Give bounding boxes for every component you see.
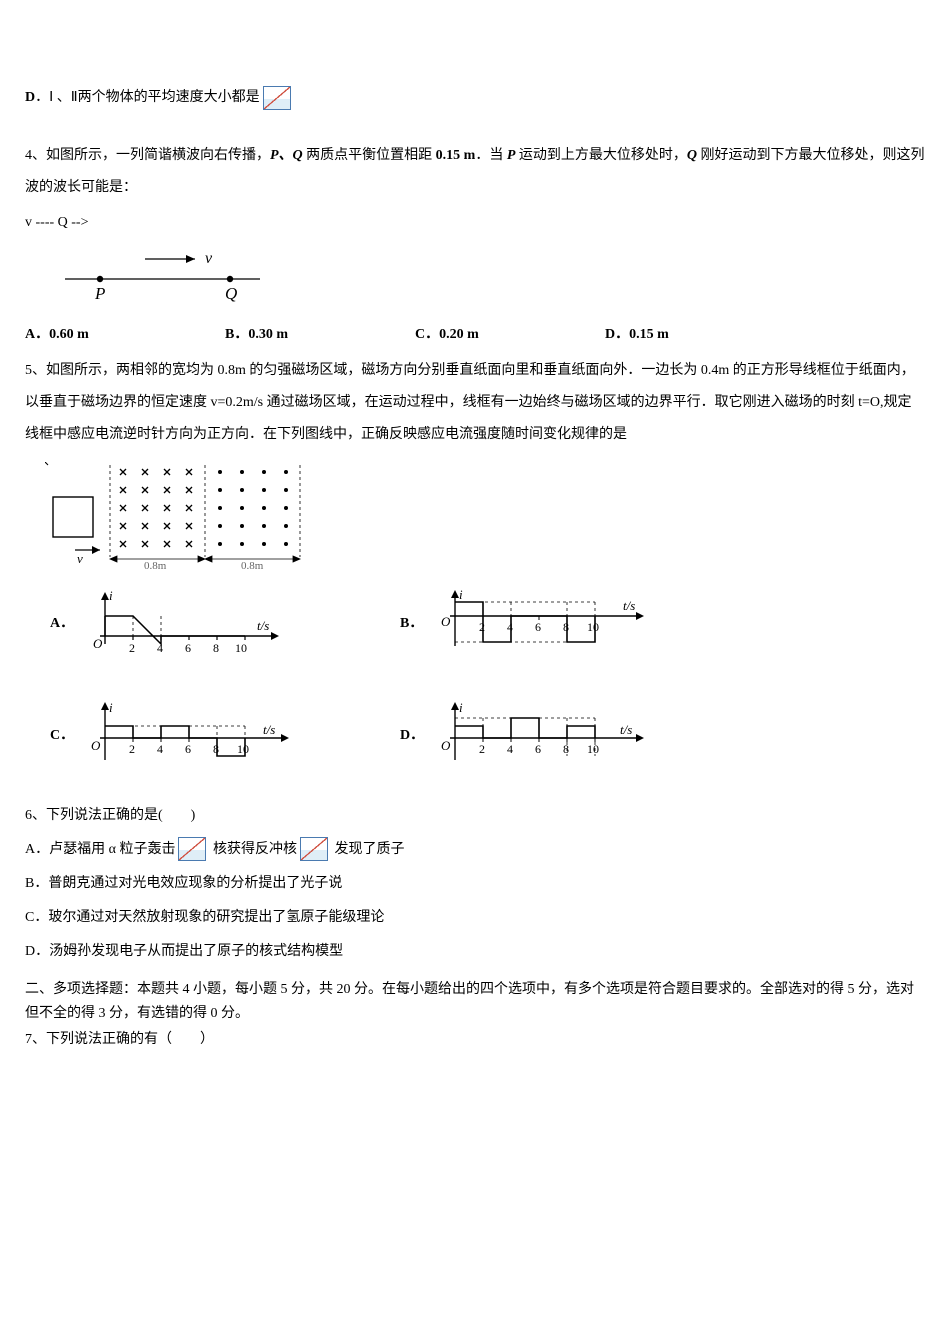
section2-head: 二、多项选择题：本题共 4 小题，每小题 5 分，共 20 分。在每小题给出的四… [25,978,925,1026]
q4-dist: 0.15 m [436,148,476,163]
q4-opt-d: D．0.15 m [605,319,795,351]
q5-dim-left: 0.8m [144,560,167,572]
q5-opt-a-label: A． [25,608,75,640]
q4-q-marker: Q [225,284,237,303]
svg-text:O: O [441,738,451,753]
svg-text:10: 10 [587,742,599,756]
q5-stem: 5、如图所示，两相邻的宽均为 0.8m 的匀强磁场区域，磁场方向分别垂直纸面向里… [25,355,925,452]
svg-text:i: i [109,588,113,603]
svg-text:6: 6 [535,742,541,756]
svg-text:2: 2 [129,742,135,756]
q4-options: A．0.60 m B．0.30 m C．0.20 m D．0.15 m [25,319,925,351]
svg-text:8: 8 [563,620,569,634]
svg-text:t/s: t/s [623,598,635,613]
q4-text-b: 两质点平衡位置相距 [303,148,436,163]
q3-d-label: D [25,90,35,105]
q5-opt-b-label: B． [375,608,425,640]
svg-text:6: 6 [185,641,191,655]
q4-pq: P、Q [270,148,303,163]
svg-text:t/s: t/s [620,722,632,737]
svg-text:t/s: t/s [257,618,269,633]
svg-text:t/s: t/s [263,722,275,737]
q6-a-pre: 卢瑟福用 α 粒子轰击 [49,842,175,857]
svg-text:O: O [91,738,101,753]
q4-p-marker: P [94,284,105,303]
svg-text:2: 2 [479,742,485,756]
q6-stem: 6、下列说法正确的是( ) [25,800,925,832]
q4-stem: 4、如图所示，一列简谐横波向右传播，P、Q 两质点平衡位置相距 0.15 m．当… [25,140,925,204]
q5-row-cd: C． i t/s O 2 4 6 8 10 [25,698,925,776]
q5-num: 5、 [25,363,46,378]
q5-opt-c-label: C． [25,720,75,752]
svg-text:10: 10 [235,641,247,655]
svg-text:8: 8 [213,641,219,655]
svg-text:4: 4 [157,742,163,756]
svg-text:i: i [459,700,463,715]
svg-text:i: i [459,587,463,602]
svg-text:i: i [109,700,113,715]
q4-v-label: v [205,250,213,267]
q3-d-text: ．Ⅰ 、Ⅱ两个物体的平均速度大小都是 [35,90,260,105]
q5-dim-right: 0.8m [241,560,264,572]
broken-image-icon [178,837,206,861]
svg-text:10: 10 [237,742,249,756]
svg-text:4: 4 [507,742,513,756]
svg-text:6: 6 [185,742,191,756]
svg-text:O: O [93,636,103,651]
q3-option-d: D．Ⅰ 、Ⅱ两个物体的平均速度大小都是 [25,82,925,114]
q4-opt-a: A．0.60 m [25,319,225,351]
q6-stem-text: 下列说法正确的是( ) [46,808,195,823]
q4-text-c: ．当 [475,148,507,163]
svg-text:6: 6 [535,620,541,634]
q5-graph-a: i t/s O 2 4 6 8 10 [75,586,285,664]
q5-text: 如图所示，两相邻的宽均为 0.8m 的匀强磁场区域，磁场方向分别垂直纸面向里和垂… [25,363,915,442]
q4-text-a: 如图所示，一列简谐横波向右传播， [46,148,270,163]
q5-graph-b: i t/s O 2 4 6 8 10 [425,586,655,664]
q6-a-label: A． [25,842,49,857]
q4-opt-c: C．0.20 m [415,319,605,351]
q6-opt-d: D．汤姆孙发现电子从而提出了原子的核式结构模型 [25,936,925,968]
q6-a-mid: 核获得反冲核 [209,842,297,857]
q4-opt-b: B．0.30 m [225,319,415,351]
svg-text:2: 2 [129,641,135,655]
q5-graph-d: i t/s O 2 4 6 8 10 [425,698,655,776]
broken-image-icon [263,86,291,110]
svg-text:10: 10 [587,620,599,634]
q5-opt-d-label: D． [375,720,425,752]
svg-text:4: 4 [507,620,513,634]
q6-a-post: 发现了质子 [331,842,405,857]
q7-stem: 7、下列说法正确的有（ ） [25,1028,925,1052]
q6-opt-a: A．卢瑟福用 α 粒子轰击 核获得反冲核 发现了质子 [25,834,925,866]
q5-field-figure: v [45,462,925,572]
q4-text-d: 运动到上方最大位移处时， [515,148,687,163]
svg-text:8: 8 [213,742,219,756]
broken-image-icon [300,837,328,861]
svg-text:O: O [441,614,451,629]
q4-figure: v P Q [55,249,925,305]
q6-opt-b: B．普朗克通过对光电效应现象的分析提出了光子说 [25,868,925,900]
q4-q: Q [687,148,697,163]
q5-v-label: v [77,551,83,566]
q5-graph-c: i t/s O 2 4 6 8 10 [75,698,305,776]
q6-opt-c: C．玻尔通过对天然放射现象的研究提出了氢原子能级理论 [25,902,925,934]
svg-text:2: 2 [479,620,485,634]
q6-num: 6、 [25,808,46,823]
q5-row-ab: A． i t/s O 2 4 6 8 10 [25,586,925,664]
svg-text:8: 8 [563,742,569,756]
q4-num: 4、 [25,148,46,163]
